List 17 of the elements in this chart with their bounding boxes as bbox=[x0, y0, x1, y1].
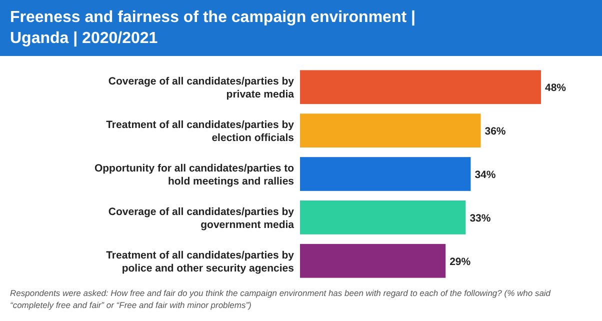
bar bbox=[300, 244, 446, 278]
chart-title: Freeness and fairness of the campaign environment | Uganda | 2020/2021 bbox=[10, 9, 416, 47]
y-tick-label: Opportunity for all candidates/parties to hold meetings and rallies bbox=[94, 162, 294, 188]
bar bbox=[300, 70, 541, 104]
bar bbox=[300, 114, 481, 148]
y-tick-label: Coverage of all candidates/parties by private media bbox=[108, 76, 294, 101]
y-tick-label: Treatment of all candidates/parties by election officials bbox=[106, 119, 294, 144]
y-tick-label: Treatment of all candidates/parties by police and other security agencies bbox=[106, 249, 294, 274]
data-label: 33% bbox=[470, 212, 492, 224]
data-label: 36% bbox=[484, 126, 506, 138]
data-label: 48% bbox=[545, 82, 567, 94]
bar bbox=[300, 157, 471, 191]
bar bbox=[300, 200, 466, 234]
data-label: 29% bbox=[450, 256, 472, 268]
text: Respondents were asked: How free and fair do you think the campaign environment has been with regard to each of the following? (% who said “completely free and fair” or “Free and fair with minor problems”) bbox=[10, 288, 551, 310]
y-tick-label: Coverage of all candidates/parties by government media bbox=[108, 206, 294, 231]
data-label: 34% bbox=[474, 169, 496, 181]
